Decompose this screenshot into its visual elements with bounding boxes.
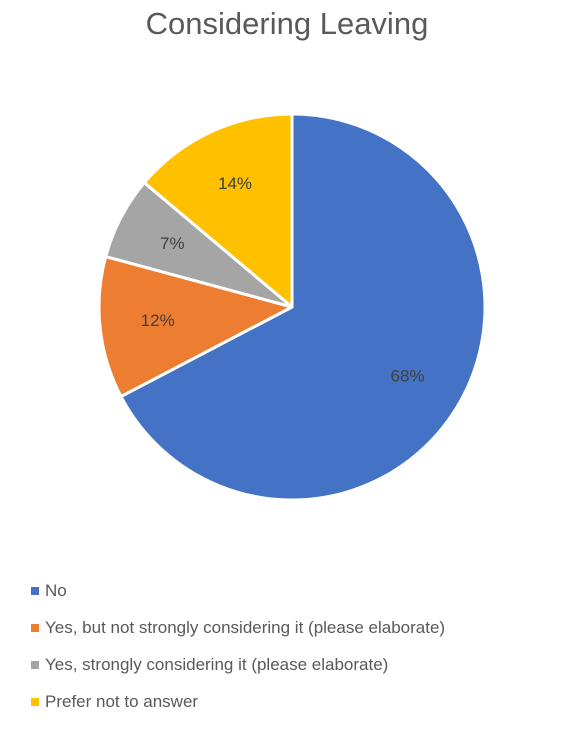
legend-swatch-no xyxy=(31,586,39,595)
legend-label-yes-not-strongly: Yes, but not strongly considering it (pl… xyxy=(45,617,446,637)
legend-label-yes-strongly: Yes, strongly considering it (please ela… xyxy=(45,654,389,674)
pie-slice-yes-not-strongly xyxy=(97,255,294,398)
pie-slice-prefer-not xyxy=(142,112,294,309)
legend-swatch-yes-not-strongly xyxy=(31,623,39,632)
legend-swatch-yes-strongly xyxy=(31,660,39,669)
data-label-prefer-not: 14% xyxy=(218,174,252,193)
legend-label-no: No xyxy=(45,580,67,600)
legend-item-prefer-not: Prefer not to answer xyxy=(31,683,445,720)
legend-swatch-prefer-not xyxy=(31,697,39,706)
data-label-yes-strongly: 7% xyxy=(160,234,185,253)
legend-item-no: No xyxy=(31,572,445,609)
pie-slice-no xyxy=(119,112,487,502)
legend: No Yes, but not strongly considering it … xyxy=(31,572,445,720)
legend-item-yes-not-strongly: Yes, but not strongly considering it (pl… xyxy=(31,609,445,646)
legend-label-prefer-not: Prefer not to answer xyxy=(45,691,199,711)
legend-item-yes-strongly: Yes, strongly considering it (please ela… xyxy=(31,646,445,683)
chart-title: Considering Leaving xyxy=(145,6,429,41)
pie-chart: 68% 12% 7% 14% xyxy=(97,112,487,502)
data-label-no: 68% xyxy=(391,366,425,385)
data-label-yes-not-strongly: 12% xyxy=(141,311,175,330)
